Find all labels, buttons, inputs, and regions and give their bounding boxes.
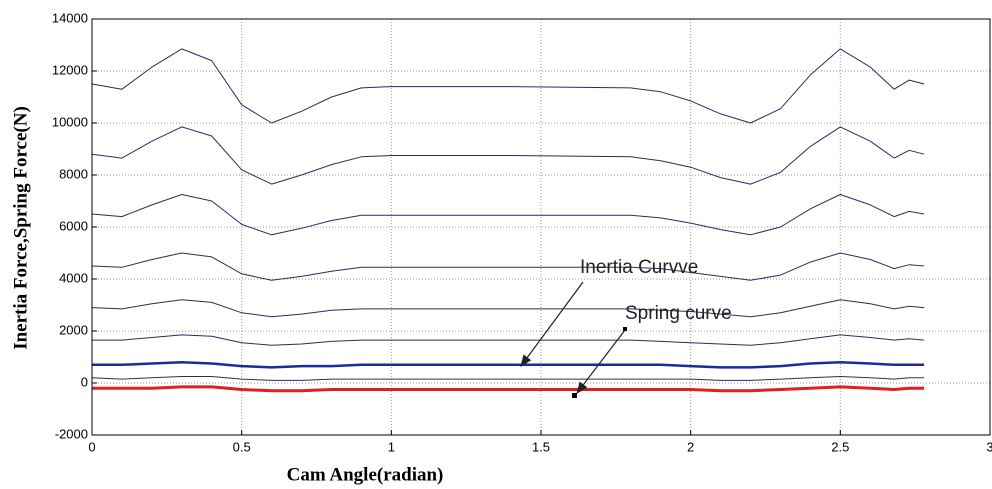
x-tick-label: 1.5 xyxy=(532,439,550,454)
lines xyxy=(91,48,925,393)
series-line xyxy=(91,48,925,124)
series-line xyxy=(91,376,925,381)
x-tick-label: 1 xyxy=(388,439,395,454)
y-tick-label: 12000 xyxy=(52,62,88,77)
x-tick-label: 3 xyxy=(986,439,992,454)
x-tick-label: 0.5 xyxy=(233,439,251,454)
x-tick-label: 0 xyxy=(88,439,95,454)
series-line xyxy=(91,126,925,185)
y-axis-label: Inertia Force,Spring Force(N) xyxy=(10,106,31,350)
y-tick-label: 6000 xyxy=(59,218,88,233)
series-line xyxy=(91,299,925,318)
y-tick-label: 4000 xyxy=(59,270,88,285)
annotation-arrow xyxy=(520,281,584,367)
plot-frame xyxy=(91,18,991,436)
series-line xyxy=(91,252,925,281)
series-line xyxy=(92,385,925,393)
y-tick-label: -2000 xyxy=(55,426,88,441)
y-tick-label: 14000 xyxy=(52,10,88,25)
annotation: Spring curve xyxy=(625,303,732,324)
x-tick-label: 2.5 xyxy=(831,439,849,454)
y-tick-label: 10000 xyxy=(52,114,88,129)
y-tick-label: 2000 xyxy=(59,322,88,337)
annotation-arrow xyxy=(576,329,626,394)
series-line xyxy=(91,194,925,236)
annotation-marker xyxy=(623,327,627,331)
y-tick-label: 0 xyxy=(81,374,88,389)
y-tick-label: 8000 xyxy=(59,166,88,181)
series-line xyxy=(92,334,925,346)
annotation: Inertia Curvve xyxy=(580,257,698,278)
annotation-marker xyxy=(572,393,577,398)
series-line xyxy=(92,360,925,369)
x-tick-label: 2 xyxy=(687,439,694,454)
x-axis-label: Cam Angle(radian) xyxy=(287,464,444,485)
grid xyxy=(91,18,991,436)
